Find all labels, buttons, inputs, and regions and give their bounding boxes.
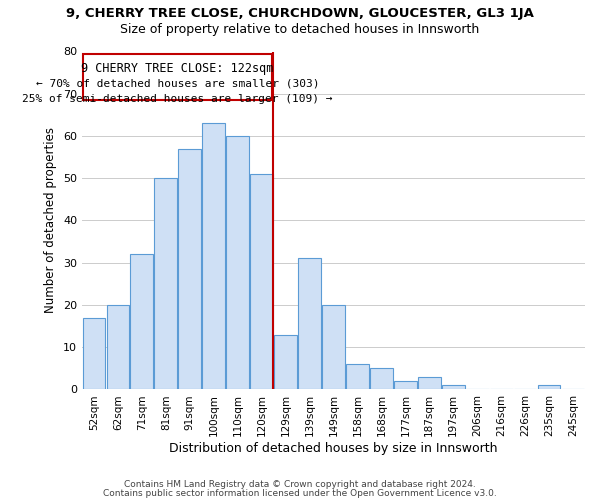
Bar [538, 385, 560, 390]
Text: Contains public sector information licensed under the Open Government Licence v3: Contains public sector information licen… [103, 488, 497, 498]
Bar [130, 254, 153, 390]
Bar [154, 178, 177, 390]
Bar [178, 148, 201, 390]
Bar [322, 305, 345, 390]
Y-axis label: Number of detached properties: Number of detached properties [44, 128, 58, 314]
X-axis label: Distribution of detached houses by size in Innsworth: Distribution of detached houses by size … [169, 442, 498, 455]
Text: 9, CHERRY TREE CLOSE, CHURCHDOWN, GLOUCESTER, GL3 1JA: 9, CHERRY TREE CLOSE, CHURCHDOWN, GLOUCE… [66, 8, 534, 20]
Text: ← 70% of detached houses are smaller (303): ← 70% of detached houses are smaller (30… [36, 78, 319, 88]
Bar [83, 318, 106, 390]
Bar [346, 364, 369, 390]
Text: Size of property relative to detached houses in Innsworth: Size of property relative to detached ho… [121, 22, 479, 36]
Bar [202, 124, 225, 390]
Bar [274, 334, 297, 390]
Text: 25% of semi-detached houses are larger (109) →: 25% of semi-detached houses are larger (… [22, 94, 333, 104]
FancyBboxPatch shape [83, 54, 272, 100]
Bar [394, 381, 417, 390]
Bar [226, 136, 249, 390]
Text: Contains HM Land Registry data © Crown copyright and database right 2024.: Contains HM Land Registry data © Crown c… [124, 480, 476, 489]
Bar [250, 174, 273, 390]
Bar [418, 377, 440, 390]
Bar [442, 385, 464, 390]
Bar [298, 258, 321, 390]
Bar [107, 305, 129, 390]
Text: 9 CHERRY TREE CLOSE: 122sqm: 9 CHERRY TREE CLOSE: 122sqm [81, 62, 274, 75]
Bar [370, 368, 393, 390]
